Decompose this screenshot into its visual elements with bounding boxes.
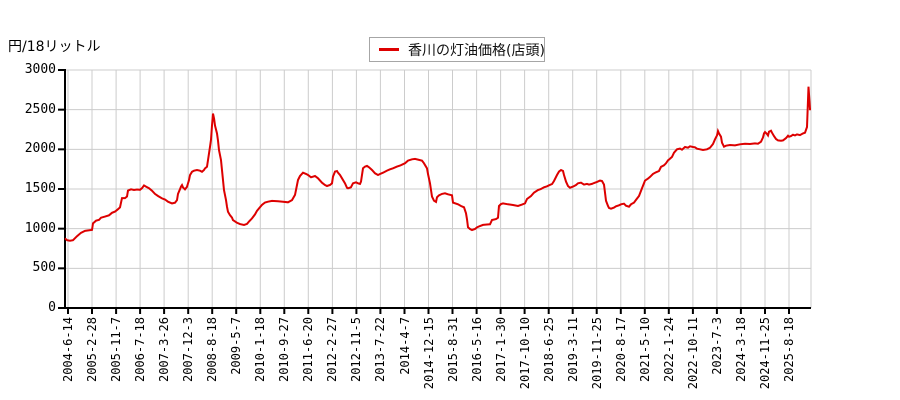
x-axis-tick-label: 2017-1-30 <box>493 317 508 383</box>
x-axis-tick-label: 2016-5-16 <box>469 317 484 383</box>
y-axis-tick-label: 1000 <box>24 220 56 236</box>
x-axis-tick-label: 2024-3-18 <box>733 317 748 383</box>
legend-line-swatch <box>379 48 399 51</box>
x-axis-tick-label: 2004-6-14 <box>61 317 75 383</box>
legend-series-label: 香川の灯油価格(店頭) <box>408 42 545 59</box>
x-axis-tick-label: 2007-12-3 <box>181 317 196 383</box>
y-axis-tick-label: 2000 <box>24 141 56 157</box>
y-axis-tick-label: 500 <box>32 260 56 276</box>
x-axis-tick-label: 2005-11-7 <box>109 317 124 383</box>
x-axis-tick-label: 2022-10-11 <box>685 317 700 390</box>
y-axis-tick-label: 3000 <box>24 62 56 77</box>
x-axis-tick-label: 2013-7-22 <box>373 317 388 383</box>
x-axis-tick-label: 2012-2-27 <box>325 317 340 383</box>
y-axis-tick-label: 0 <box>48 300 56 315</box>
y-axis-tick-label: 1500 <box>24 181 56 196</box>
x-axis-tick-label: 2022-1-24 <box>661 317 676 383</box>
price-line-series <box>64 86 811 242</box>
x-axis-tick-label: 2020-8-17 <box>613 317 628 383</box>
x-axis-tick-label: 2006-7-18 <box>133 317 148 383</box>
x-axis-tick-label: 2021-5-10 <box>637 317 652 383</box>
x-axis-tick-label: 2017-10-10 <box>517 317 532 390</box>
x-axis-tick-label: 2008-8-18 <box>205 317 220 383</box>
x-axis-tick-label: 2015-8-31 <box>445 317 460 383</box>
x-axis-tick-label: 2009-5-7 <box>229 317 244 375</box>
legend: 香川の灯油価格(店頭) <box>369 37 545 62</box>
x-axis-tick-label: 2010-1-18 <box>253 317 268 383</box>
x-axis-tick-label: 2018-6-25 <box>541 317 556 383</box>
x-axis-tick-label: 2005-2-28 <box>85 317 99 383</box>
y-axis-tick-label: 2500 <box>24 101 56 117</box>
x-axis-tick-label: 2024-11-25 <box>758 317 772 390</box>
x-axis-tick-label: 2019-3-11 <box>565 317 580 383</box>
x-axis-tick-label: 2023-7-3 <box>709 317 724 375</box>
x-axis-tick-label: 2007-3-26 <box>157 317 172 383</box>
x-axis-tick-label: 2012-11-5 <box>349 317 364 383</box>
x-axis-tick-label: 2014-4-7 <box>397 317 412 375</box>
x-axis-tick-label: 2011-6-20 <box>301 317 316 383</box>
x-axis-tick-label: 2019-11-25 <box>589 317 604 390</box>
y-axis-unit-label: 円/18リットル <box>8 39 101 55</box>
x-axis-tick-label: 2025-8-18 <box>782 317 796 383</box>
x-axis-tick-label: 2014-12-15 <box>421 317 436 390</box>
x-axis-tick-label: 2010-9-27 <box>277 317 292 383</box>
